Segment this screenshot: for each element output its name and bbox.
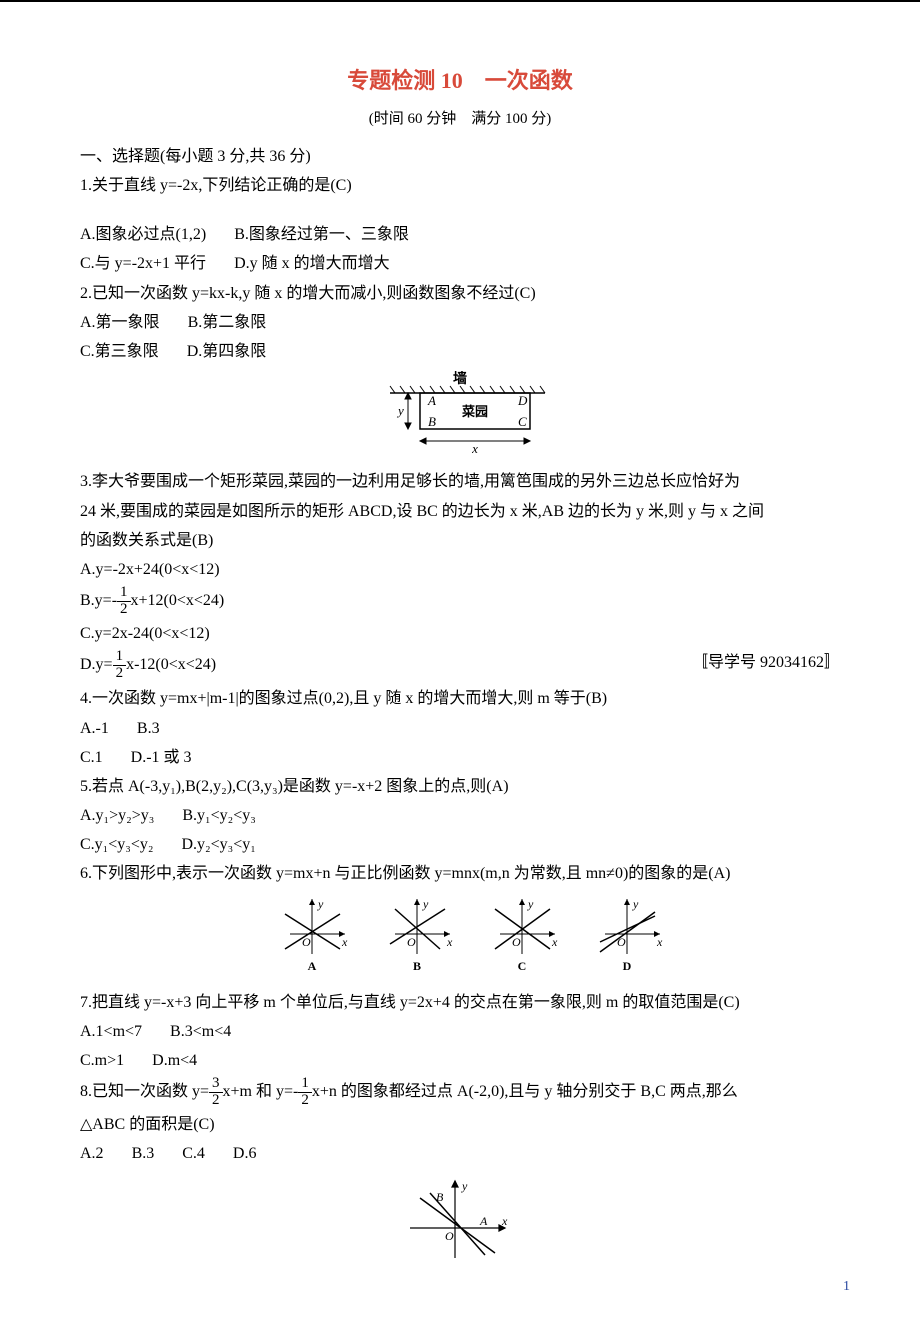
q3-b-pre: B.y=-	[80, 592, 117, 609]
q8-c: C.4	[182, 1145, 205, 1162]
q1-options-row2: C.与 y=-2x+1 平行 D.y 随 x 的增大而增大	[80, 250, 840, 277]
q8-a: A.2	[80, 1145, 104, 1162]
page-subtitle: (时间 60 分钟 满分 100 分)	[80, 107, 840, 133]
q7-b: B.3<m<4	[170, 1023, 231, 1040]
svg-text:x: x	[656, 935, 663, 949]
q3-stem-3: 的函数关系式是(B)	[80, 527, 840, 554]
q3-b-post: x+12(0<x<24)	[131, 592, 225, 609]
svg-text:B: B	[413, 959, 421, 973]
q7-options-row2: C.m>1 D.m<4	[80, 1047, 840, 1074]
q3-stem-2: 24 米,要围成的菜园是如图所示的矩形 ABCD,设 BC 的边长为 x 米,A…	[80, 498, 840, 525]
q7-options-row1: A.1<m<7 B.3<m<4	[80, 1018, 840, 1045]
q4-options-row1: A.-1 B.3	[80, 715, 840, 742]
q3-d-post: x-12(0<x<24)	[126, 656, 216, 673]
q1-d: D.y 随 x 的增大而增大	[234, 255, 390, 272]
svg-text:y: y	[461, 1179, 468, 1193]
svg-text:y: y	[317, 897, 324, 911]
fig1-A: A	[427, 393, 436, 408]
q7-stem: 7.把直线 y=-x+3 向上平移 m 个单位后,与直线 y=2x+4 的交点在…	[80, 989, 840, 1016]
q7-d: D.m<4	[152, 1052, 197, 1069]
q5-stem: 5.若点 A(-3,y₁),B(2,y₂),C(3,y₃)是函数 y=-x+2 …	[80, 773, 840, 800]
figure-garden: 墙 A D B C 菜园 y	[80, 371, 840, 462]
q8-stem-line2: △ABC 的面积是(C)	[80, 1111, 840, 1138]
q3-b: B.y=-12x+12(0<x<24)	[80, 585, 840, 618]
q4-c: C.1	[80, 749, 103, 766]
q1-b: B.图象经过第一、三象限	[234, 226, 409, 243]
q3-stem-1: 3.李大爷要围成一个矩形菜园,菜园的一边利用足够长的墙,用篱笆围成的另外三边总长…	[80, 468, 840, 495]
svg-text:O: O	[445, 1229, 454, 1243]
fig1-y: y	[396, 403, 404, 418]
q4-stem: 4.一次函数 y=mx+|m-1|的图象过点(0,2),且 y 随 x 的增大而…	[80, 685, 840, 712]
frac-1-2: 12	[117, 585, 131, 618]
figure-bottom: y x O A B	[80, 1173, 840, 1272]
fig1-C: C	[518, 414, 527, 429]
q2-c: C.第三象限	[80, 343, 159, 360]
q4-a: A.-1	[80, 720, 109, 737]
q2-options-row1: A.第一象限 B.第二象限	[80, 309, 840, 336]
svg-text:x: x	[551, 935, 558, 949]
q1-c: C.与 y=-2x+1 平行	[80, 255, 206, 272]
q3-d-pre: D.y=	[80, 656, 113, 673]
q5-d: D.y₂<y₃<y₁	[181, 836, 255, 853]
svg-text:A: A	[479, 1214, 488, 1228]
q1-a: A.图象必过点(1,2)	[80, 226, 206, 243]
q5-a: A.y₁>y₂>y₃	[80, 807, 154, 824]
q5-c: C.y₁<y₃<y₂	[80, 836, 153, 853]
svg-text:y: y	[527, 897, 534, 911]
q3-d: D.y=12x-12(0<x<24) 〚导学号 92034162〛	[80, 649, 840, 682]
q4-b: B.3	[137, 720, 160, 737]
fig1-B: B	[428, 414, 436, 429]
frac-1-2b: 12	[113, 649, 127, 682]
svg-text:x: x	[446, 935, 453, 949]
q2-b: B.第二象限	[188, 314, 267, 331]
svg-text:x: x	[501, 1214, 508, 1228]
q1-stem: 1.关于直线 y=-2x,下列结论正确的是(C)	[80, 172, 840, 199]
q6-stem: 6.下列图形中,表示一次函数 y=mx+n 与正比例函数 y=mnx(m,n 为…	[80, 860, 840, 887]
svg-text:y: y	[632, 897, 639, 911]
page-number: 1	[843, 1275, 850, 1299]
q8-d: D.6	[233, 1145, 257, 1162]
q8-stem-post: x+n 的图象都经过点 A(-2,0),且与 y 轴分别交于 B,C 两点,那么	[312, 1083, 738, 1100]
svg-text:x: x	[341, 935, 348, 949]
svg-text:B: B	[436, 1190, 444, 1204]
q8-stem-mid: x+m 和 y=-	[223, 1083, 299, 1100]
q3-a: A.y=-2x+24(0<x<12)	[80, 556, 840, 583]
q3-reference: 〚导学号 92034162〛	[692, 649, 840, 676]
svg-text:A: A	[308, 959, 317, 973]
q7-a: A.1<m<7	[80, 1023, 142, 1040]
fig1-inside-label: 菜园	[461, 404, 488, 419]
q4-d: D.-1 或 3	[131, 749, 192, 766]
q8-stem-pre: 8.已知一次函数 y=	[80, 1083, 209, 1100]
section-1-heading: 一、选择题(每小题 3 分,共 36 分)	[80, 143, 840, 170]
q5-options-row2: C.y₁<y₃<y₂ D.y₂<y₃<y₁	[80, 831, 840, 858]
page-title: 专题检测 10 一次函数	[80, 62, 840, 99]
frac-1-2c: 12	[298, 1076, 312, 1109]
svg-text:D: D	[623, 959, 632, 973]
q8-b: B.3	[132, 1145, 155, 1162]
q5-b: B.y₁<y₂<y₃	[182, 807, 255, 824]
q2-d: D.第四象限	[187, 343, 267, 360]
q8-options: A.2 B.3 C.4 D.6	[80, 1140, 840, 1167]
q2-stem: 2.已知一次函数 y=kx-k,y 随 x 的增大而减小,则函数图象不经过(C)	[80, 280, 840, 307]
q5-options-row1: A.y₁>y₂>y₃ B.y₁<y₂<y₃	[80, 802, 840, 829]
q2-a: A.第一象限	[80, 314, 160, 331]
q7-c: C.m>1	[80, 1052, 124, 1069]
fig1-D: D	[517, 393, 528, 408]
svg-text:y: y	[422, 897, 429, 911]
fig1-x: x	[471, 441, 478, 453]
q8-stem-line1: 8.已知一次函数 y=32x+m 和 y=-12x+n 的图象都经过点 A(-2…	[80, 1076, 840, 1109]
svg-text:O: O	[407, 935, 416, 949]
q4-options-row2: C.1 D.-1 或 3	[80, 744, 840, 771]
svg-text:O: O	[512, 935, 521, 949]
fig1-wall-label: 墙	[453, 371, 467, 387]
svg-text:C: C	[518, 959, 527, 973]
figure-q6: y x O A y x O B y x O C	[80, 894, 840, 983]
q2-options-row2: C.第三象限 D.第四象限	[80, 338, 840, 365]
q3-c: C.y=2x-24(0<x<12)	[80, 620, 840, 647]
q1-options-row1: A.图象必过点(1,2) B.图象经过第一、三象限	[80, 221, 840, 248]
frac-3-2: 32	[209, 1076, 223, 1109]
